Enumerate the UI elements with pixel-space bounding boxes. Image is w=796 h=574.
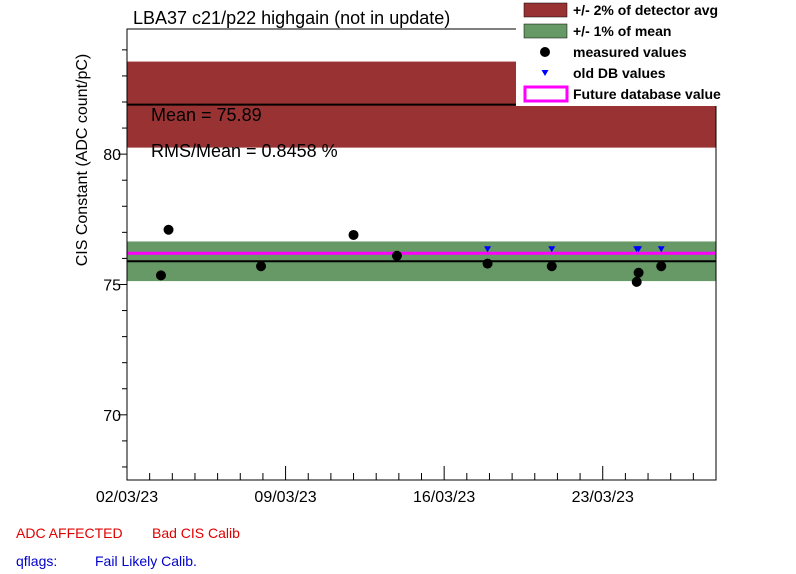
legend-swatch-measured [540, 47, 550, 57]
legend-swatch-mean_band [523, 23, 568, 39]
mean-stat-text: Mean = 75.89 [151, 105, 262, 125]
legend-label-det_band: +/- 2% of detector avg [573, 2, 718, 18]
x-tick-label: 09/03/23 [254, 489, 316, 506]
y-tick-label: 75 [103, 277, 121, 294]
qflags-value: Fail Likely Calib. [95, 553, 197, 569]
measured-point [631, 276, 642, 287]
measured-point [391, 250, 402, 261]
old-db-point [635, 246, 643, 253]
flag-bad-cis: Bad CIS Calib [152, 525, 240, 541]
measured-point [155, 270, 166, 281]
legend-swatch-det_band [523, 2, 568, 18]
old-db-point [657, 246, 665, 253]
chart-title: LBA37 c21/p22 highgain (not in update) [133, 8, 450, 28]
measured-point [163, 224, 174, 235]
legend-label-future: Future database value [573, 86, 721, 102]
legend: +/- 2% of detector avg +/- 1% of mean meas… [516, 0, 796, 106]
legend-swatch-olddb [541, 70, 549, 76]
old-db-point [484, 246, 492, 253]
x-tick-label: 23/03/23 [572, 489, 634, 506]
legend-label-olddb: old DB values [573, 65, 666, 81]
measured-point [348, 229, 359, 240]
y-tick-label: 80 [103, 147, 121, 164]
flag-adc-affected: ADC AFFECTED [16, 525, 123, 541]
legend-swatch-future [523, 85, 569, 103]
measured-point [256, 261, 267, 272]
y-axis-label: CIS Constant (ADC count/pC) [74, 54, 91, 267]
x-tick-label: 16/03/23 [413, 489, 475, 506]
points-layer [155, 224, 667, 287]
measured-point [633, 267, 644, 278]
axes-layer: 70 75 80 02/03/23 09/03/23 16/03/23 23/03/23 [96, 49, 717, 506]
rms-stat-text: RMS/Mean = 0.8458 % [151, 141, 338, 161]
measured-point [482, 258, 493, 269]
x-tick-label: 02/03/23 [96, 489, 158, 506]
old-db-point [548, 246, 556, 253]
measured-point [656, 261, 667, 272]
measured-point [546, 261, 557, 272]
legend-label-measured: measured values [573, 44, 687, 60]
qflags-label: qflags: [16, 553, 58, 569]
legend-label-mean_band: +/- 1% of mean [573, 23, 671, 39]
y-tick-label: 70 [103, 408, 121, 425]
